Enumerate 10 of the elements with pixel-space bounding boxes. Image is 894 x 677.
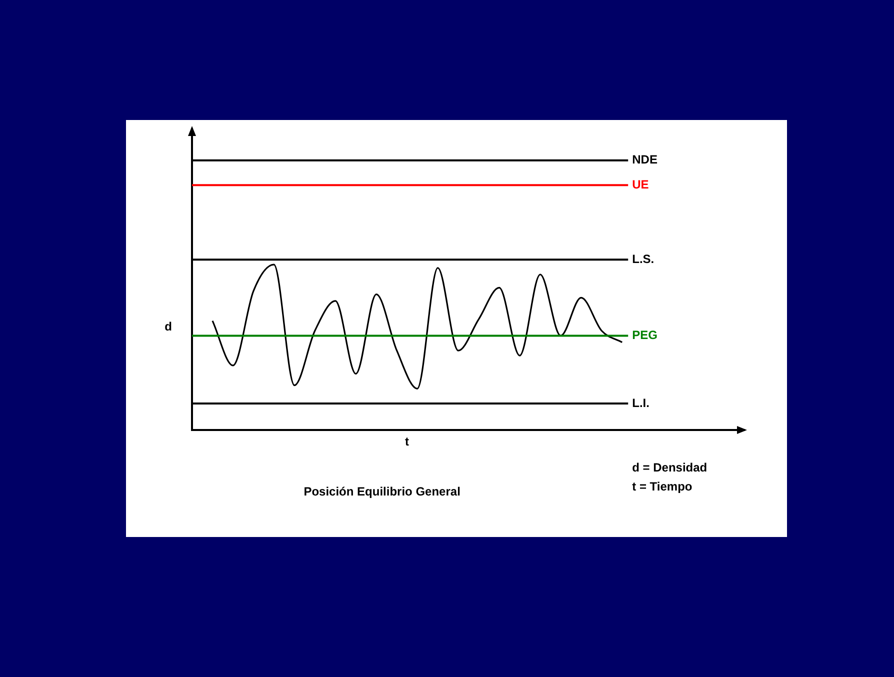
- text: d = Densidad: [632, 460, 708, 474]
- ref-line-label: PEG: [632, 328, 658, 342]
- text: Posición Equilibrio General: [304, 484, 460, 498]
- x-axis-title: t: [405, 434, 410, 448]
- ref-line-label: NDE: [632, 152, 658, 167]
- text: t = Tiempo: [632, 479, 692, 494]
- ref-line-label: L.S.: [632, 252, 654, 266]
- ref-line-label: UE: [632, 177, 649, 192]
- y-axis-title: d: [164, 320, 172, 334]
- ref-line-label: L.I.: [632, 396, 650, 410]
